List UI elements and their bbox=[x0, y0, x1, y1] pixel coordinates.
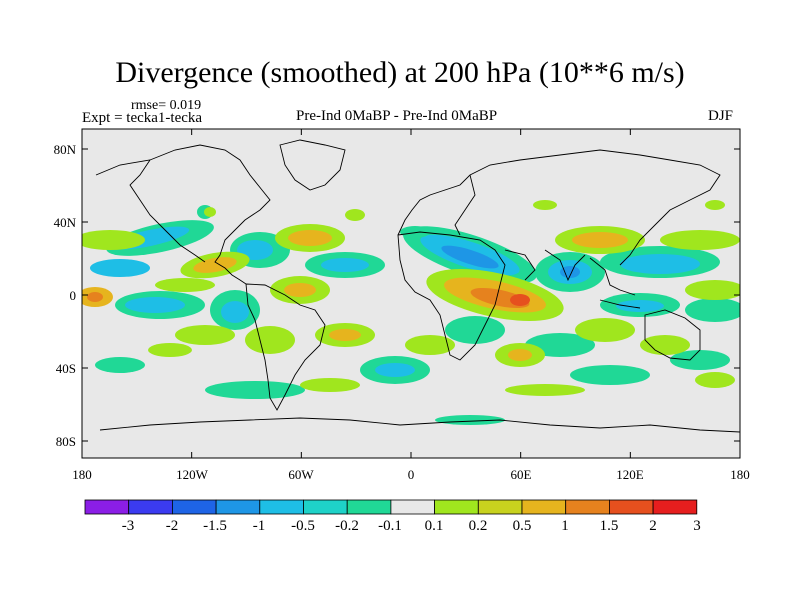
colorbar-label: 2 bbox=[649, 518, 657, 534]
colorbar-label: -2 bbox=[166, 518, 179, 534]
colorbar-label: -1.5 bbox=[203, 518, 227, 534]
colorbar bbox=[84, 499, 698, 515]
divergence-field bbox=[82, 200, 740, 425]
comparison-label: Pre-Ind 0MaBP - Pre-Ind 0MaBP bbox=[296, 108, 498, 124]
experiment-label: Expt = tecka1-tecka bbox=[82, 110, 203, 126]
colorbar-labels: -3 -2 -1.5 -1 -0.5 -0.2 -0.1 0.1 0.2 0.5… bbox=[122, 518, 701, 534]
colorbar-swatch bbox=[390, 499, 435, 515]
colorbar-label: -3 bbox=[122, 518, 135, 534]
lon-tick-label: 0 bbox=[408, 467, 415, 482]
colorbar-label: 0.2 bbox=[469, 518, 488, 534]
colorbar-label: 3 bbox=[693, 518, 701, 534]
colorbar-label: -0.5 bbox=[291, 518, 315, 534]
lat-tick-label: 80S bbox=[56, 434, 76, 449]
coastlines bbox=[95, 139, 740, 433]
colorbar-swatch bbox=[346, 499, 392, 515]
colorbar-swatch bbox=[128, 499, 173, 515]
axis-ticks bbox=[81, 129, 741, 458]
colorbar-label: -1 bbox=[253, 518, 266, 534]
colorbar-swatch bbox=[565, 499, 610, 515]
lon-tick-label: 120E bbox=[616, 467, 644, 482]
lon-tick-label: 60E bbox=[511, 467, 532, 482]
lat-tick-label: 40S bbox=[56, 361, 76, 376]
lat-tick-label: 40N bbox=[54, 215, 77, 230]
season-label: DJF bbox=[708, 108, 734, 124]
colorbar-label: 0.1 bbox=[425, 518, 444, 534]
colorbar-swatch bbox=[609, 499, 654, 515]
lon-tick-label: 60W bbox=[288, 467, 314, 482]
colorbar-label: 1 bbox=[561, 518, 569, 534]
colorbar-swatch bbox=[215, 499, 261, 515]
colorbar-swatch bbox=[259, 499, 304, 515]
colorbar-swatch bbox=[434, 499, 479, 515]
lon-tick-label: 120W bbox=[176, 467, 209, 482]
lon-tick-label: 180 bbox=[72, 467, 92, 482]
latitude-axis: 80N 40N 0 40S 80S bbox=[54, 142, 77, 449]
longitude-axis: 180 120W 60W 0 60E 120E 180 bbox=[72, 467, 750, 482]
lat-tick-label: 80N bbox=[54, 142, 77, 157]
colorbar-label: -0.1 bbox=[378, 518, 402, 534]
colorbar-swatch bbox=[521, 499, 567, 515]
colorbar-swatch bbox=[84, 499, 130, 515]
colorbar-swatch bbox=[303, 499, 348, 515]
colorbar-label: 1.5 bbox=[600, 518, 619, 534]
colorbar-label: -0.2 bbox=[335, 518, 359, 534]
lon-tick-label: 180 bbox=[730, 467, 750, 482]
colorbar-label: 0.5 bbox=[513, 518, 532, 534]
colorbar-swatch bbox=[652, 499, 698, 515]
colorbar-swatch bbox=[477, 499, 523, 515]
colorbar-swatch bbox=[171, 499, 217, 515]
chart-title: Divergence (smoothed) at 200 hPa (10**6 … bbox=[115, 56, 685, 89]
rmse-label: rmse= 0.019 bbox=[131, 98, 202, 113]
lat-tick-label: 0 bbox=[70, 288, 77, 303]
